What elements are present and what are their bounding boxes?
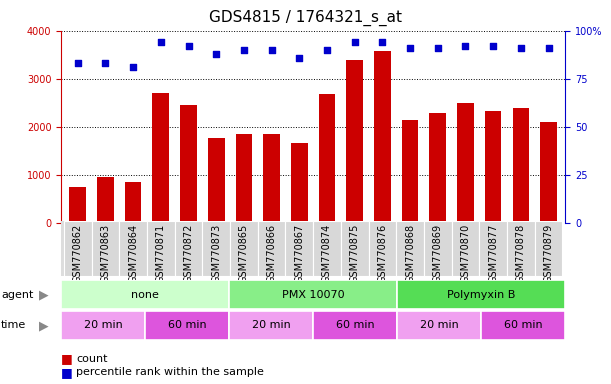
Text: GSM770867: GSM770867 (295, 223, 304, 283)
Text: GSM770864: GSM770864 (128, 223, 138, 283)
Bar (236, 134, 252, 223)
Text: GSM770875: GSM770875 (349, 223, 360, 283)
Text: GSM770863: GSM770863 (100, 223, 111, 283)
Bar (374, 51, 390, 223)
Text: GSM770866: GSM770866 (266, 223, 277, 283)
Bar (147, 221, 175, 276)
Bar (258, 221, 285, 276)
Point (101, 60, 111, 66)
Bar (430, 113, 446, 223)
Bar (368, 221, 396, 276)
Point (184, 43, 194, 49)
Point (156, 39, 166, 45)
Bar (457, 103, 474, 223)
Bar (313, 221, 341, 276)
Point (516, 45, 525, 51)
Text: percentile rank within the sample: percentile rank within the sample (76, 367, 264, 377)
Point (461, 43, 470, 49)
Text: GSM770874: GSM770874 (322, 223, 332, 283)
Bar (229, 311, 313, 340)
Text: 20 min: 20 min (420, 320, 458, 331)
Bar (180, 105, 197, 223)
Point (295, 55, 304, 61)
Text: time: time (1, 320, 26, 331)
Bar (202, 221, 230, 276)
Text: GSM770877: GSM770877 (488, 223, 498, 283)
Point (211, 51, 221, 57)
Text: ▶: ▶ (39, 288, 49, 301)
Bar (507, 221, 535, 276)
Bar (319, 94, 335, 223)
Bar (452, 221, 479, 276)
Text: GSM770871: GSM770871 (156, 223, 166, 283)
Bar (64, 221, 92, 276)
Bar (61, 280, 229, 309)
Bar (535, 221, 562, 276)
Bar (341, 221, 368, 276)
Text: GSM770865: GSM770865 (239, 223, 249, 283)
Text: ■: ■ (61, 353, 73, 366)
Text: GSM770868: GSM770868 (405, 223, 415, 283)
Text: none: none (131, 290, 159, 300)
Bar (92, 221, 119, 276)
Bar (175, 221, 202, 276)
Text: ■: ■ (61, 366, 73, 379)
Point (433, 45, 442, 51)
Text: GSM770878: GSM770878 (516, 223, 526, 283)
Text: GSM770879: GSM770879 (544, 223, 554, 283)
Bar (125, 182, 141, 223)
Bar (397, 311, 481, 340)
Bar (397, 280, 565, 309)
Point (322, 47, 332, 53)
Point (128, 64, 138, 70)
Text: GSM770870: GSM770870 (461, 223, 470, 283)
Text: 20 min: 20 min (252, 320, 290, 331)
Text: GSM770872: GSM770872 (183, 223, 194, 283)
Text: GDS4815 / 1764321_s_at: GDS4815 / 1764321_s_at (209, 10, 402, 26)
Bar (513, 109, 529, 223)
Bar (119, 221, 147, 276)
Bar (285, 221, 313, 276)
Point (349, 39, 359, 45)
Text: GSM770873: GSM770873 (211, 223, 221, 283)
Text: agent: agent (1, 290, 34, 300)
Bar (402, 119, 419, 223)
Bar (540, 122, 557, 223)
Point (239, 47, 249, 53)
Text: PMX 10070: PMX 10070 (282, 290, 345, 300)
Text: 20 min: 20 min (84, 320, 122, 331)
Bar (481, 311, 565, 340)
Bar (61, 311, 145, 340)
Bar (479, 221, 507, 276)
Bar (424, 221, 452, 276)
Bar (263, 134, 280, 223)
Bar (485, 111, 502, 223)
Bar (346, 61, 363, 223)
Bar (291, 143, 307, 223)
Bar (97, 177, 114, 223)
Text: count: count (76, 354, 108, 364)
Bar (208, 138, 224, 223)
Bar (153, 93, 169, 223)
Text: GSM770869: GSM770869 (433, 223, 443, 283)
Bar (313, 311, 397, 340)
Bar (70, 187, 86, 223)
Text: GSM770876: GSM770876 (378, 223, 387, 283)
Bar (230, 221, 258, 276)
Bar (229, 280, 397, 309)
Point (544, 45, 554, 51)
Text: ▶: ▶ (39, 319, 49, 332)
Point (267, 47, 277, 53)
Point (73, 60, 82, 66)
Point (405, 45, 415, 51)
Text: 60 min: 60 min (504, 320, 543, 331)
Bar (396, 221, 424, 276)
Bar (145, 311, 229, 340)
Text: 60 min: 60 min (336, 320, 375, 331)
Text: 60 min: 60 min (168, 320, 207, 331)
Text: Polymyxin B: Polymyxin B (447, 290, 515, 300)
Point (378, 39, 387, 45)
Point (488, 43, 498, 49)
Text: GSM770862: GSM770862 (73, 223, 82, 283)
